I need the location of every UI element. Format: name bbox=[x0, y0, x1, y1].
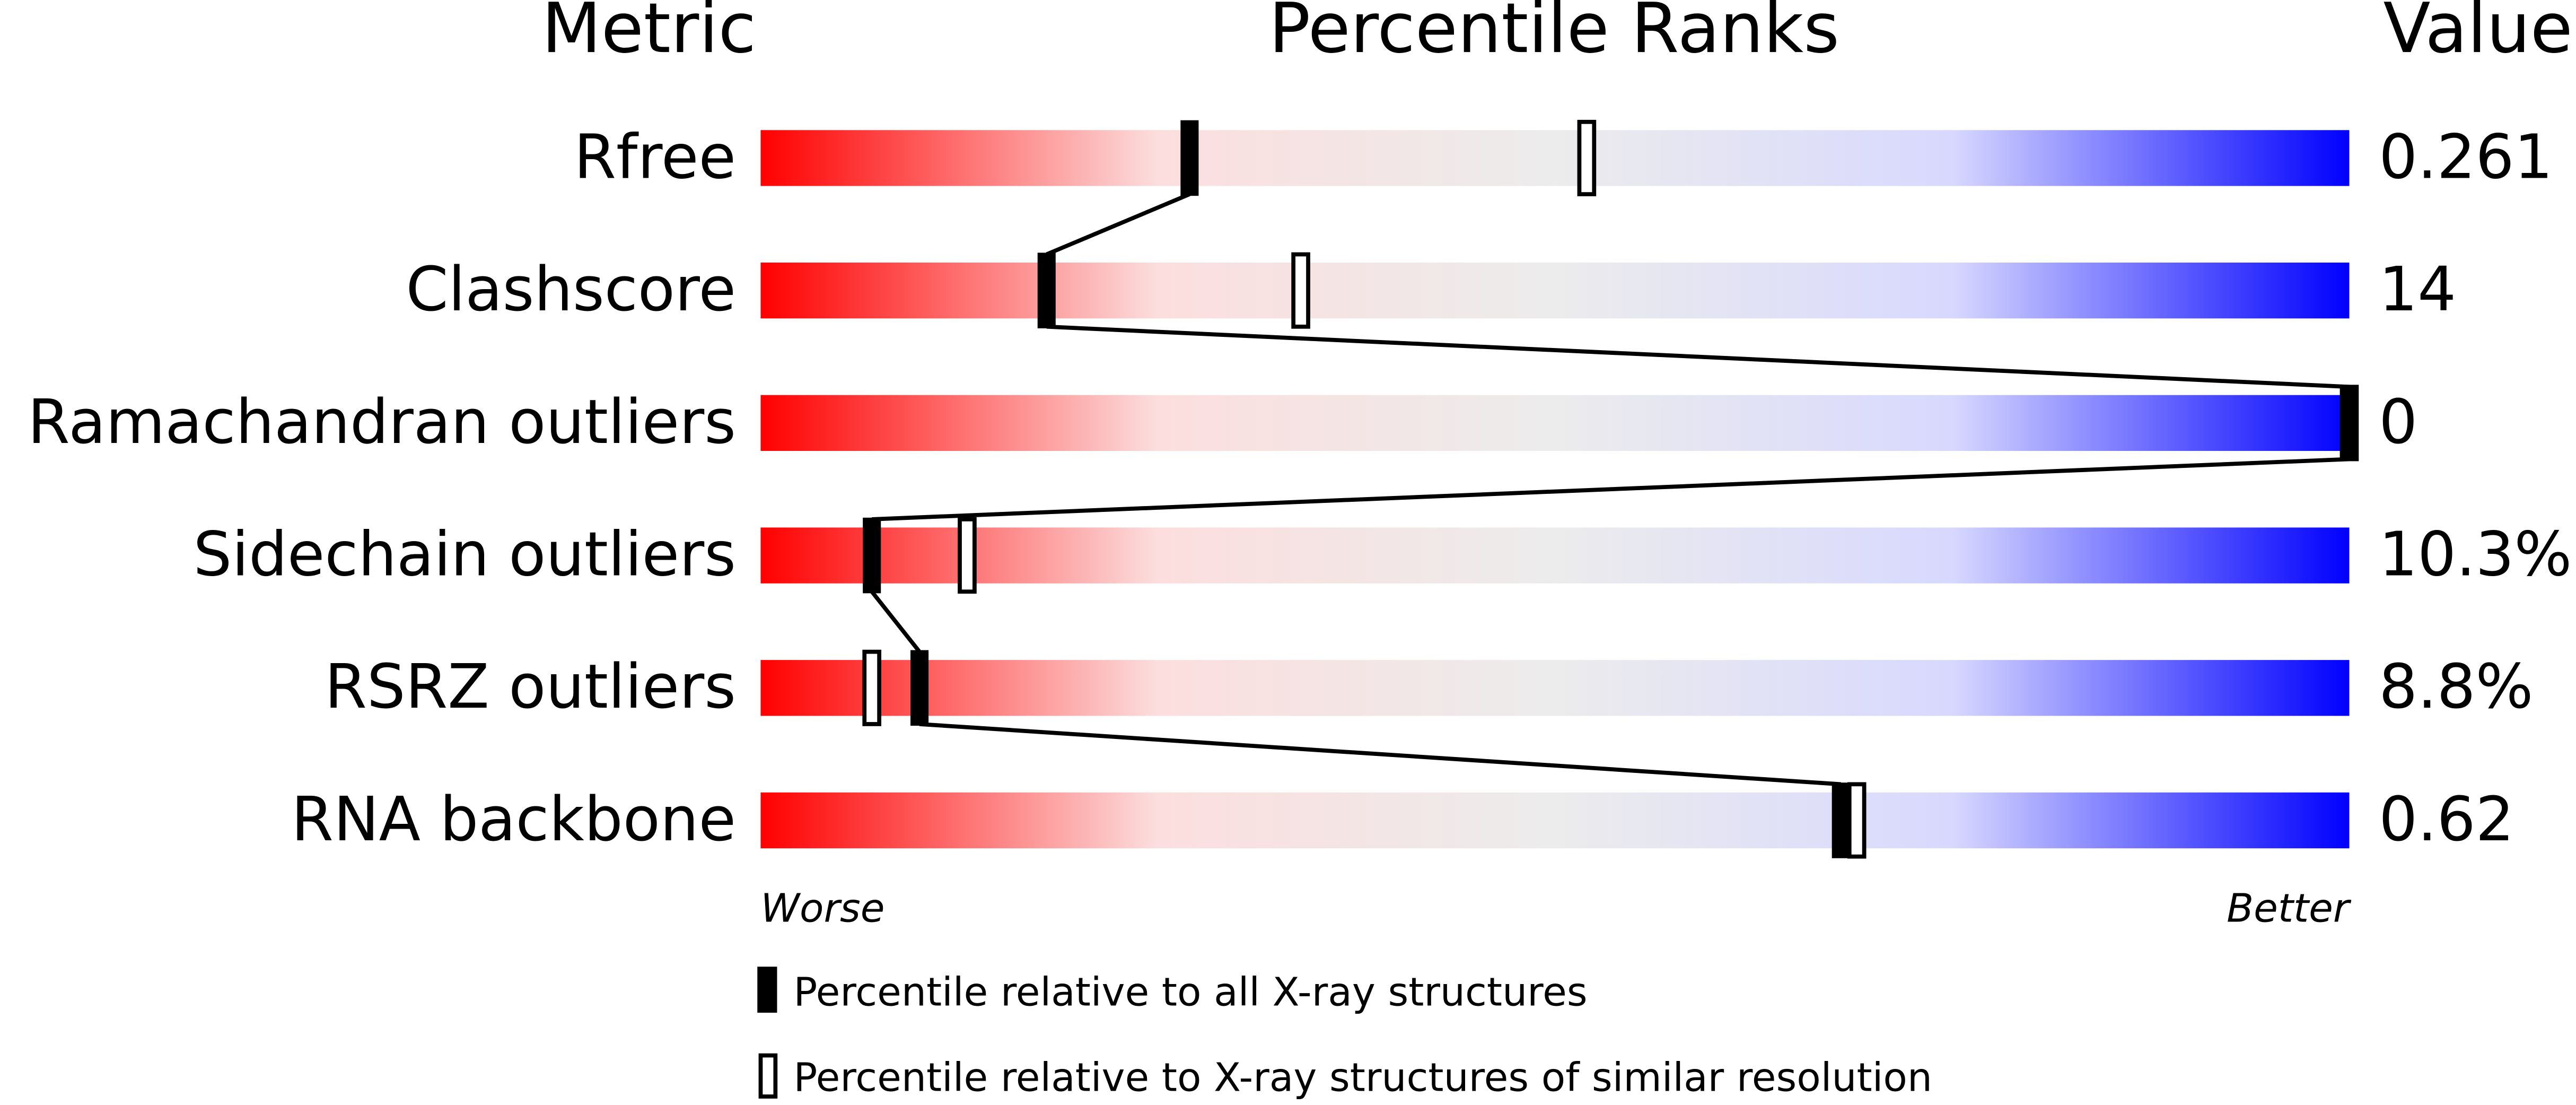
connector-line bbox=[872, 457, 2350, 521]
percentile-bar bbox=[760, 130, 2350, 186]
percentile-marker-filled bbox=[2340, 385, 2359, 461]
percentile-marker-hollow bbox=[862, 649, 882, 726]
axis-label: Better bbox=[2227, 885, 2352, 931]
percentile-marker-filled bbox=[1832, 782, 1850, 858]
percentile-marker-filled bbox=[1180, 120, 1199, 196]
connector-line bbox=[919, 722, 1841, 787]
percentile-marker-filled bbox=[1037, 253, 1056, 328]
percentile-marker-hollow bbox=[958, 517, 977, 594]
metric-label: RNA backbone bbox=[291, 785, 736, 855]
metric-label: Clashscore bbox=[406, 255, 737, 325]
metric-label: Rfree bbox=[574, 122, 736, 193]
percentile-marker-filled bbox=[910, 650, 929, 726]
metric-value: 14 bbox=[2379, 255, 2456, 325]
percentile-bar bbox=[760, 395, 2350, 451]
axis-label: Worse bbox=[760, 885, 884, 931]
header: Metric bbox=[542, 0, 757, 68]
metric-label: Sidechain outliers bbox=[193, 520, 736, 590]
percentile-bar bbox=[760, 660, 2350, 716]
percentile-bar bbox=[760, 527, 2350, 584]
metric-value: 0.261 bbox=[2379, 122, 2553, 193]
percentile-marker-hollow bbox=[1577, 119, 1597, 196]
percentile-bar bbox=[760, 792, 2350, 849]
connector-line bbox=[1046, 192, 1190, 257]
metric-value: 8.8% bbox=[2379, 652, 2533, 723]
connector-line bbox=[1046, 324, 2350, 389]
metric-value: 0 bbox=[2379, 387, 2417, 458]
metric-label: Ramachandran outliers bbox=[28, 387, 736, 458]
percentile-marker-filled bbox=[863, 517, 881, 594]
legend-label: Percentile relative to X-ray structures … bbox=[793, 1055, 1932, 1101]
percentile-marker-hollow bbox=[1847, 782, 1867, 859]
header: Percentile Ranks bbox=[1269, 0, 1839, 68]
legend-swatch bbox=[758, 1053, 778, 1099]
metric-value: 0.62 bbox=[2379, 785, 2514, 855]
legend-swatch bbox=[757, 967, 777, 1013]
metric-label: RSRZ outliers bbox=[325, 652, 736, 723]
percentile-marker-hollow bbox=[1291, 252, 1310, 329]
percentile-bar bbox=[760, 262, 2350, 319]
header: Value bbox=[2384, 0, 2573, 68]
legend-label: Percentile relative to all X-ray structu… bbox=[793, 969, 1587, 1015]
metric-value: 10.3% bbox=[2379, 520, 2572, 590]
connector-line bbox=[870, 590, 922, 654]
